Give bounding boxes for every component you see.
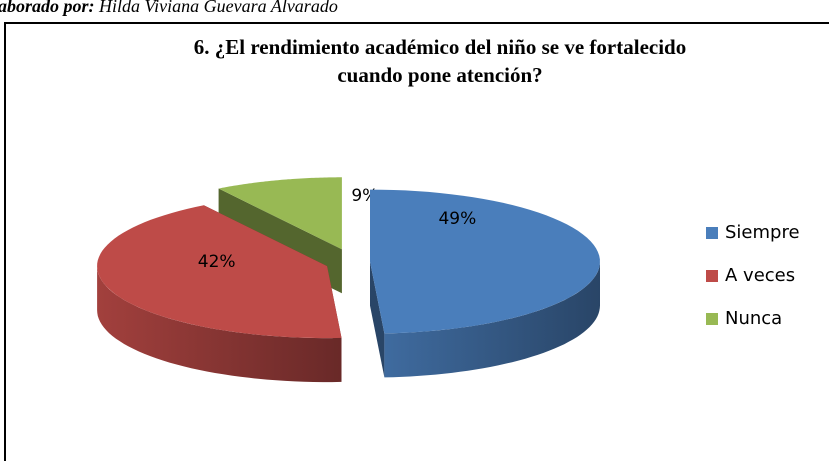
chart-title: 6. ¿El rendimiento académico del niño se… bbox=[194, 35, 686, 59]
legend-label: Nunca bbox=[725, 308, 782, 329]
data-label: 49% bbox=[438, 209, 476, 229]
slice-wall bbox=[384, 261, 600, 378]
slice-wall bbox=[97, 266, 342, 383]
slice-side bbox=[370, 261, 385, 378]
frame bbox=[4, 22, 829, 461]
source: aborado por: Hilda Viviana Guevara Alvar… bbox=[0, 0, 338, 16]
source-name: Hilda Viviana Guevara Alvarado bbox=[98, 0, 338, 16]
data-label: 42% bbox=[198, 252, 236, 272]
legend-label: Siempre bbox=[725, 222, 800, 243]
legend-label: A veces bbox=[725, 265, 795, 286]
legend-swatch bbox=[706, 313, 718, 325]
slice bbox=[97, 205, 342, 383]
source-label: aborado por: bbox=[0, 0, 95, 16]
slice bbox=[370, 189, 600, 378]
chart-title: cuando pone atención? bbox=[337, 63, 542, 87]
slice-top bbox=[97, 205, 342, 339]
legend-swatch bbox=[706, 227, 718, 239]
slice-top bbox=[218, 177, 342, 250]
legend-swatch bbox=[706, 270, 718, 282]
slice-top bbox=[370, 189, 600, 334]
